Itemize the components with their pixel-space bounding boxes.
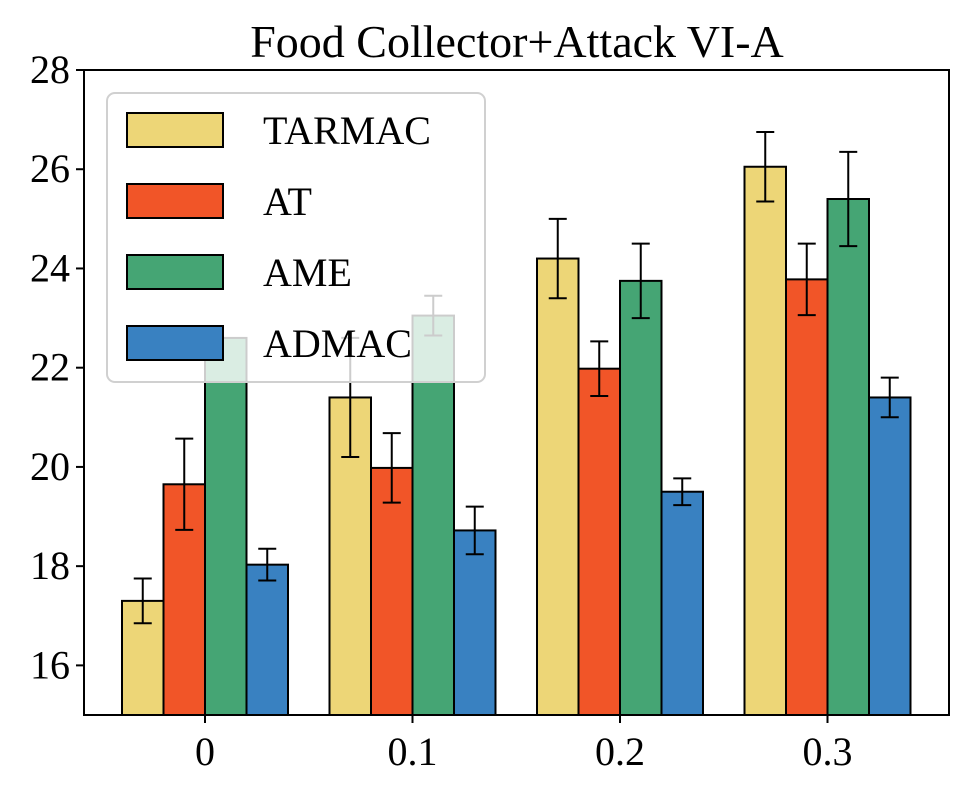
y-tick-label: 18 — [30, 543, 70, 588]
legend-swatch-at — [126, 183, 224, 219]
error-bar-at-0.1 — [382, 432, 401, 504]
error-bar-admac-0.3 — [880, 376, 899, 419]
legend-label-tarmac: TARMAC — [263, 108, 431, 153]
error-bar-tarmac-0.3 — [756, 131, 775, 203]
error-bar-admac-0.1 — [465, 505, 484, 556]
error-bar-admac-0.2 — [673, 477, 692, 507]
legend-label-at: AT — [263, 179, 312, 224]
bar-admac-0.1 — [453, 529, 497, 717]
bar-admac-0.3 — [868, 396, 912, 716]
y-tick-label: 26 — [30, 146, 70, 191]
bar-at-0.2 — [577, 367, 621, 716]
error-bar-at-0 — [175, 437, 194, 531]
bar-ame-0.3 — [826, 198, 870, 716]
x-tick-label: 0.3 — [803, 729, 853, 774]
error-bar-at-0.3 — [797, 242, 816, 317]
y-axis: 16 18 20 22 24 26 28 — [30, 47, 84, 687]
bar-admac-0 — [245, 563, 289, 717]
y-tick-label: 24 — [30, 245, 70, 290]
bar-ame-0 — [204, 336, 248, 716]
y-tick-label: 28 — [30, 47, 70, 92]
legend: TARMAC AT AME ADMAC — [106, 92, 486, 383]
bar-admac-0.2 — [660, 490, 704, 716]
error-bar-tarmac-0.2 — [548, 217, 567, 300]
x-tick-label: 0 — [195, 729, 215, 774]
chart-title: Food Collector+Attack VI-A — [250, 16, 784, 67]
legend-swatch-ame — [126, 254, 224, 290]
x-tick-label: 0.2 — [595, 729, 645, 774]
legend-swatch-tarmac — [126, 112, 224, 148]
bar-at-0.1 — [370, 466, 414, 716]
y-tick-label: 20 — [30, 444, 70, 489]
legend-swatch-admac — [126, 325, 224, 361]
x-tick-label: 0.1 — [388, 729, 438, 774]
error-bar-admac-0 — [258, 547, 277, 582]
legend-box — [106, 92, 486, 383]
legend-label-admac: ADMAC — [263, 321, 412, 366]
bar-ame-0.2 — [619, 279, 663, 716]
bar-tarmac-0.2 — [536, 257, 580, 716]
error-bar-ame-0.2 — [631, 242, 650, 320]
y-tick-label: 22 — [30, 345, 70, 390]
error-bar-ame-0.3 — [839, 150, 858, 248]
bars-layer — [121, 131, 912, 717]
x-axis: 0 0.1 0.2 0.3 — [195, 715, 853, 774]
error-bar-at-0.2 — [590, 340, 609, 397]
y-tick-label: 16 — [30, 642, 70, 687]
bar-at-0.3 — [785, 278, 829, 716]
error-bar-tarmac-0 — [133, 577, 152, 625]
legend-label-ame: AME — [263, 250, 352, 295]
bar-tarmac-0.3 — [743, 165, 787, 716]
plot-frame — [83, 69, 950, 716]
